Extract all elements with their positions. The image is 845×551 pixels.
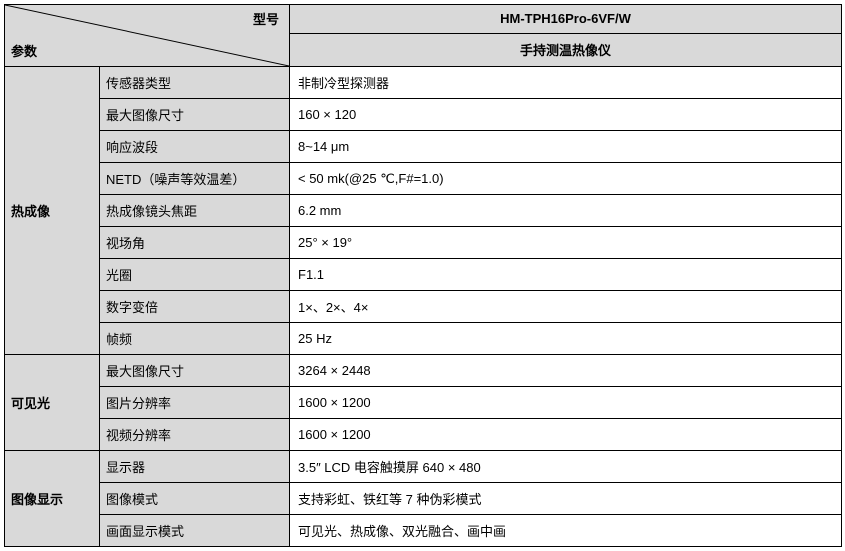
- table-row: 光圈F1.1: [5, 259, 842, 291]
- table-row: 图片分辨率1600 × 1200: [5, 387, 842, 419]
- param-cell: 最大图像尺寸: [100, 99, 290, 131]
- value-cell: 25 Hz: [290, 323, 842, 355]
- value-cell: F1.1: [290, 259, 842, 291]
- param-cell: 帧频: [100, 323, 290, 355]
- param-cell: 视频分辨率: [100, 419, 290, 451]
- param-cell: 数字变倍: [100, 291, 290, 323]
- table-row: 视频分辨率1600 × 1200: [5, 419, 842, 451]
- category-cell: 热成像: [5, 67, 100, 355]
- param-cell: 光圈: [100, 259, 290, 291]
- table-row: 热成像镜头焦距6.2 mm: [5, 195, 842, 227]
- value-cell: 可见光、热成像、双光融合、画中画: [290, 515, 842, 547]
- header-description-cell: 手持测温热像仪: [290, 33, 842, 66]
- value-cell: 1600 × 1200: [290, 387, 842, 419]
- table-row: NETD（噪声等效温差）< 50 mk(@25 ℃,F#=1.0): [5, 163, 842, 195]
- table-row: 画面显示模式可见光、热成像、双光融合、画中画: [5, 515, 842, 547]
- value-cell: 1600 × 1200: [290, 419, 842, 451]
- table-row: 数字变倍1×、2×、4×: [5, 291, 842, 323]
- value-cell: 25° × 19°: [290, 227, 842, 259]
- table-row: 可见光最大图像尺寸3264 × 2448: [5, 355, 842, 387]
- table-row: 热成像传感器类型非制冷型探测器: [5, 67, 842, 99]
- param-cell: 响应波段: [100, 131, 290, 163]
- param-cell: 显示器: [100, 451, 290, 483]
- header-corner-top-label: 型号: [253, 9, 279, 28]
- value-cell: 3264 × 2448: [290, 355, 842, 387]
- value-cell: 支持彩虹、铁红等 7 种伪彩模式: [290, 483, 842, 515]
- table-row: 最大图像尺寸160 × 120: [5, 99, 842, 131]
- table-row: 图像显示显示器3.5″ LCD 电容触摸屏 640 × 480: [5, 451, 842, 483]
- value-cell: 6.2 mm: [290, 195, 842, 227]
- param-cell: 最大图像尺寸: [100, 355, 290, 387]
- value-cell: 8~14 μm: [290, 131, 842, 163]
- param-cell: 图片分辨率: [100, 387, 290, 419]
- value-cell: 160 × 120: [290, 99, 842, 131]
- table-row: 帧频25 Hz: [5, 323, 842, 355]
- header-corner-bottom-label: 参数: [11, 41, 37, 60]
- table-row: 响应波段8~14 μm: [5, 131, 842, 163]
- category-cell: 图像显示: [5, 451, 100, 547]
- value-cell: < 50 mk(@25 ℃,F#=1.0): [290, 163, 842, 195]
- param-cell: 视场角: [100, 227, 290, 259]
- header-model-cell: HM-TPH16Pro-6VF/W: [290, 5, 842, 34]
- value-cell: 非制冷型探测器: [290, 67, 842, 99]
- value-cell: 1×、2×、4×: [290, 291, 842, 323]
- param-cell: NETD（噪声等效温差）: [100, 163, 290, 195]
- table-row: 图像模式支持彩虹、铁红等 7 种伪彩模式: [5, 483, 842, 515]
- category-cell: 可见光: [5, 355, 100, 451]
- table-row: 视场角25° × 19°: [5, 227, 842, 259]
- param-cell: 传感器类型: [100, 67, 290, 99]
- param-cell: 图像模式: [100, 483, 290, 515]
- spec-table: 型号 参数 HM-TPH16Pro-6VF/W 手持测温热像仪 热成像传感器类型…: [4, 4, 842, 547]
- value-cell: 3.5″ LCD 电容触摸屏 640 × 480: [290, 451, 842, 483]
- param-cell: 热成像镜头焦距: [100, 195, 290, 227]
- param-cell: 画面显示模式: [100, 515, 290, 547]
- header-corner-cell: 型号 参数: [5, 5, 290, 67]
